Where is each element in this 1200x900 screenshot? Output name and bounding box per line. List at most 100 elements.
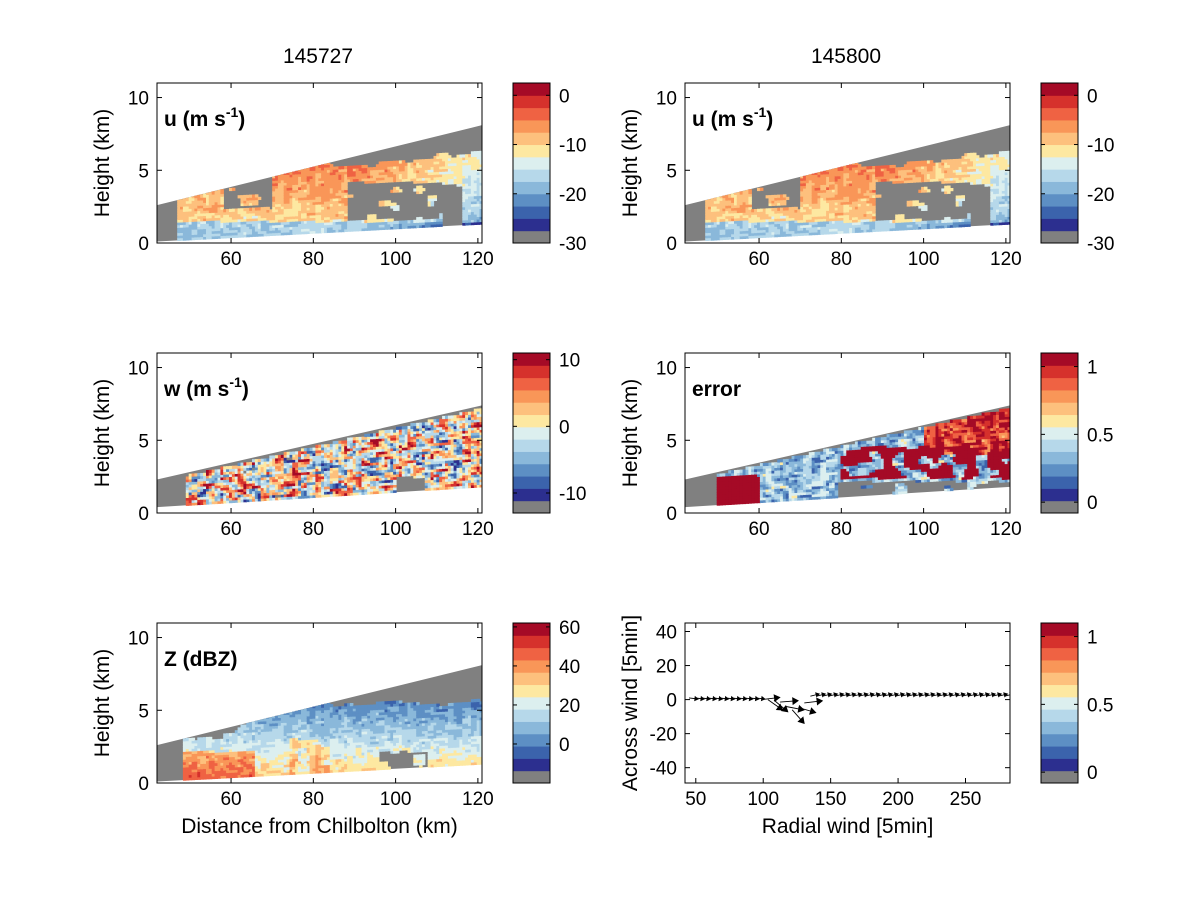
field-cells bbox=[177, 150, 482, 241]
wind-arrow-head bbox=[978, 692, 984, 698]
y-tick-label: 0 bbox=[666, 234, 677, 255]
plot-area bbox=[685, 83, 1010, 243]
x-tick-label: 60 bbox=[748, 519, 769, 540]
colorbar-segment bbox=[1041, 83, 1078, 96]
colorbar-segment bbox=[1041, 181, 1078, 195]
colorbar-segment bbox=[1041, 230, 1078, 244]
colorbar: 0 -10 -20 -30 bbox=[1040, 82, 1114, 255]
colorbar-segment bbox=[1041, 365, 1078, 379]
wind-arrow-head bbox=[775, 703, 784, 711]
wind-arrow-head bbox=[797, 716, 805, 725]
colorbar-segment bbox=[1041, 169, 1078, 182]
colorbar-segment bbox=[513, 132, 550, 146]
colorbar-tick-label: -10 bbox=[559, 484, 586, 505]
panel-z-left: 60 80 100 120 0 5 10 Height (km) Distance from C… bbox=[91, 618, 580, 838]
colorbar-frame bbox=[512, 352, 551, 514]
colorbar-segment bbox=[1041, 647, 1078, 661]
colorbar-segment bbox=[1041, 758, 1078, 772]
y-axis-label: Height (km) bbox=[619, 379, 642, 488]
wind-arrow-head bbox=[960, 692, 966, 698]
x-tick-label: 100 bbox=[380, 519, 412, 540]
wind-arrow-head bbox=[972, 692, 978, 698]
colorbar-segment bbox=[513, 439, 550, 452]
colorbar-segment bbox=[1041, 770, 1078, 784]
x-tick-label: 150 bbox=[815, 789, 847, 810]
colorbar-segment bbox=[513, 230, 550, 244]
y-tick-label: 0 bbox=[138, 234, 149, 255]
colorbar-segment bbox=[1041, 377, 1078, 391]
column-title-left: 145727 bbox=[283, 45, 353, 68]
wind-arrow-head bbox=[984, 692, 991, 698]
x-tick-label: 100 bbox=[747, 789, 779, 810]
wind-arrow bbox=[1004, 694, 1010, 697]
colorbar: 60 40 20 0 bbox=[512, 618, 580, 784]
colorbar-segment bbox=[1041, 402, 1078, 416]
colorbar-frame bbox=[1040, 82, 1079, 244]
x-axis-label: Distance from Chilbolton (km) bbox=[181, 815, 458, 838]
colorbar-segment bbox=[1041, 451, 1078, 465]
colorbar-segment bbox=[1041, 746, 1078, 759]
colorbar-segment bbox=[1041, 132, 1078, 146]
y-axis-label: Height (km) bbox=[91, 649, 114, 758]
y-tick-label: 5 bbox=[138, 701, 149, 722]
colorbar-segment bbox=[1041, 476, 1078, 489]
wind-arrow-head bbox=[815, 692, 821, 698]
colorbar-frame bbox=[512, 82, 551, 244]
wind-arrow-head bbox=[833, 692, 839, 698]
x-tick-label: 120 bbox=[990, 249, 1022, 270]
wind-arrow-head bbox=[792, 697, 799, 706]
x-tick-label: 100 bbox=[380, 249, 412, 270]
colorbar-segment bbox=[1041, 218, 1078, 232]
x-tick-label: 120 bbox=[462, 249, 494, 270]
panel-label: Z (dBZ) bbox=[164, 648, 237, 671]
wind-arrow-head bbox=[936, 692, 942, 698]
y-tick-label: 5 bbox=[138, 161, 149, 182]
colorbar-segment bbox=[1041, 414, 1078, 428]
plot-background bbox=[685, 623, 1010, 783]
colorbar-tick-label: 60 bbox=[559, 618, 580, 639]
field-cells bbox=[705, 150, 1010, 241]
y-axis-label: Across wind [5min] bbox=[619, 615, 642, 791]
colorbar-frame bbox=[512, 622, 551, 784]
wind-arrow-head bbox=[997, 692, 1003, 698]
y-tick-label: 0 bbox=[138, 504, 149, 525]
colorbar-tick-label: -20 bbox=[559, 185, 586, 206]
x-tick-label: 100 bbox=[908, 249, 940, 270]
colorbar-segment bbox=[513, 193, 550, 207]
wind-arrow-head bbox=[863, 692, 869, 698]
wind-arrow-head bbox=[875, 692, 881, 698]
colorbar-segment bbox=[513, 709, 550, 722]
wind-arrows bbox=[688, 692, 1010, 725]
wind-arrow-head bbox=[1003, 692, 1009, 698]
colorbar-segment bbox=[513, 107, 550, 121]
wind-arrow-head bbox=[924, 692, 930, 698]
colorbar-segment bbox=[1041, 426, 1078, 440]
colorbar-segment bbox=[513, 402, 550, 416]
wind-arrow-head bbox=[773, 694, 781, 703]
colorbar-segment bbox=[513, 218, 550, 232]
colorbar-segment bbox=[513, 746, 550, 759]
y-tick-label: 10 bbox=[656, 89, 677, 110]
colorbar-segment bbox=[1041, 500, 1078, 514]
panel-label: error bbox=[692, 378, 741, 401]
wind-arrow-head bbox=[918, 692, 924, 698]
colorbar-segment bbox=[513, 365, 550, 379]
colorbar-tick-label: 0.5 bbox=[1087, 695, 1113, 716]
colorbar-segment bbox=[513, 377, 550, 391]
x-tick-label: 100 bbox=[380, 789, 412, 810]
colorbar-segment bbox=[513, 463, 550, 477]
x-tick-label: 250 bbox=[950, 789, 982, 810]
y-tick-label: 5 bbox=[666, 431, 677, 452]
colorbar: 10 0 -10 bbox=[512, 351, 586, 514]
y-axis-label: Height (km) bbox=[91, 379, 114, 488]
colorbar-segment bbox=[1041, 144, 1078, 158]
axes-frame bbox=[156, 352, 483, 514]
colorbar-tick-label: -10 bbox=[559, 136, 586, 157]
wind-arrow-head bbox=[809, 707, 817, 715]
wind-arrow-head bbox=[851, 692, 857, 698]
